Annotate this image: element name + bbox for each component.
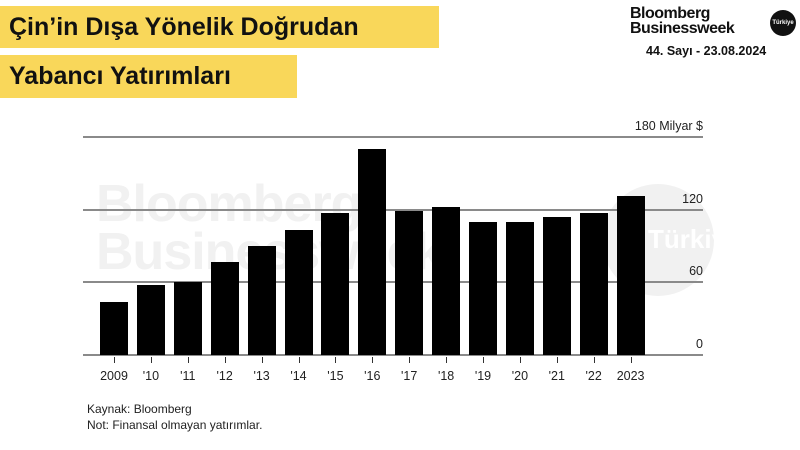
source-note: Kaynak: Bloomberg [87, 402, 192, 416]
gridline [83, 281, 703, 284]
gridline [83, 136, 703, 138]
bar-14 [284, 230, 313, 355]
brand-name-line-2: Businessweek [630, 20, 735, 37]
bar-21 [542, 216, 571, 355]
x-tick-label: 2009 [100, 369, 128, 383]
x-tick-label: '21 [548, 369, 565, 383]
bar-11 [173, 282, 202, 355]
x-tick [261, 357, 263, 363]
x-tick [630, 357, 632, 363]
bar-15 [321, 213, 350, 355]
brand-name: Bloomberg Businessweek [630, 5, 735, 37]
x-tick-label: '17 [401, 369, 418, 383]
bar-13 [247, 246, 276, 355]
x-tick-label: '20 [511, 369, 529, 383]
bar-10 [136, 284, 165, 355]
x-tick [519, 357, 521, 363]
y-tick-label: 120 [682, 191, 703, 206]
chart-title-line-1: Çin’in Dışa Yönelik Doğrudan [0, 6, 439, 48]
bar-16 [358, 149, 387, 355]
x-tick-label: '14 [290, 369, 307, 383]
gridline [83, 208, 703, 211]
bar-22 [579, 213, 608, 355]
x-axis-line [83, 354, 703, 356]
bar-20 [505, 221, 534, 355]
x-tick [446, 357, 448, 363]
x-tick-label: '12 [216, 369, 233, 383]
footnote: Not: Finansal olmayan yatırımlar. [87, 418, 263, 432]
brand-badge-icon: Türkiye [770, 10, 796, 36]
x-tick [187, 357, 189, 363]
x-tick [224, 357, 226, 363]
y-tick-label: 0 [696, 337, 703, 351]
x-tick-label: '19 [474, 369, 492, 383]
x-tick-label: '13 [253, 369, 270, 383]
x-tick [483, 357, 484, 363]
x-tick [409, 357, 411, 363]
brand-name-line-1: Bloomberg [630, 5, 710, 22]
bar-12 [210, 261, 239, 355]
bar-2023 [616, 196, 645, 355]
x-tick [298, 357, 300, 363]
watermark-line-1: Bloomberg [96, 175, 362, 233]
x-tick-label: '16 [364, 369, 381, 383]
x-tick [335, 357, 337, 363]
bar-2009 [100, 301, 128, 355]
x-tick [593, 357, 595, 363]
brand-logo: Bloomberg Businessweek Türkiye 44. Sayı … [630, 4, 800, 66]
bar-18 [432, 207, 461, 355]
bar-19 [469, 221, 497, 355]
watermark-circle-text: Türkiye [648, 224, 741, 254]
x-tick [114, 357, 115, 363]
issue-date: 44. Sayı - 23.08.2024 [646, 44, 767, 58]
x-tick-label: 2023 [616, 369, 645, 383]
x-tick-label: '11 [180, 369, 196, 383]
x-tick-label: '18 [437, 369, 455, 383]
y-tick-label: 60 [689, 264, 703, 279]
bar-17 [395, 210, 424, 355]
x-tick [372, 357, 374, 363]
chart-title-line-2: Yabancı Yatırımları [0, 55, 297, 98]
x-tick-label: '10 [142, 369, 160, 383]
x-tick [150, 357, 152, 363]
x-tick [556, 357, 558, 363]
y-tick-label: 180 Milyar $ [634, 119, 703, 133]
x-tick-label: '15 [327, 369, 344, 383]
x-tick-label: '22 [585, 369, 602, 383]
